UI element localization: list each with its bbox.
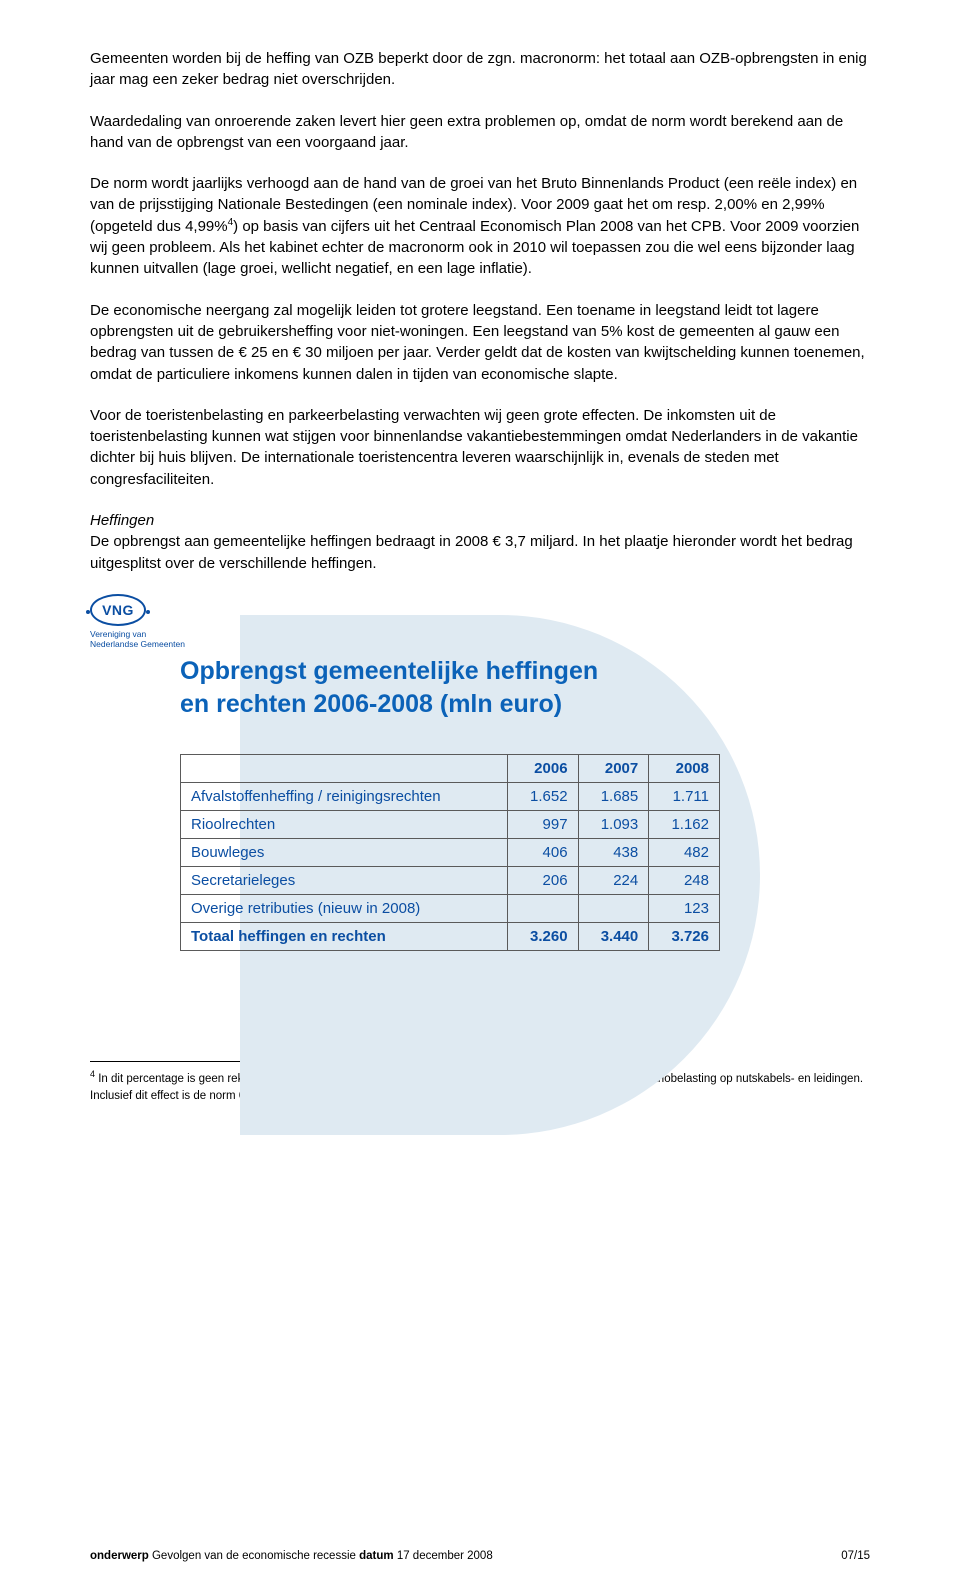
cell: 206 xyxy=(507,867,578,895)
footer-datum: 17 december 2008 xyxy=(397,1550,493,1562)
heffingen-heading: Heffingen xyxy=(90,512,154,529)
total-label: Totaal heffingen en rechten xyxy=(181,923,508,951)
row-label: Bouwleges xyxy=(181,839,508,867)
footer-page-number: 07/15 xyxy=(841,1550,870,1562)
row-label: Rioolrechten xyxy=(181,811,508,839)
paragraph-4: De economische neergang zal mogelijk lei… xyxy=(90,300,870,385)
vng-logo-text: VNG xyxy=(102,602,134,618)
cell: 1.093 xyxy=(578,811,649,839)
table-row: Overige retributies (nieuw in 2008) 123 xyxy=(181,895,720,923)
cell: 482 xyxy=(649,839,720,867)
row-label: Secretarieleges xyxy=(181,867,508,895)
heffingen-table: 2006 2007 2008 Afvalstoffenheffing / rei… xyxy=(180,754,720,951)
vng-logo-icon: VNG xyxy=(90,594,146,626)
table-row: Afvalstoffenheffing / reinigingsrechten … xyxy=(181,783,720,811)
cell: 1.711 xyxy=(649,783,720,811)
table-row: Bouwleges 406 438 482 xyxy=(181,839,720,867)
table-header-2008: 2008 xyxy=(649,755,720,783)
vng-sub-2: Nederlandse Gemeenten xyxy=(90,639,185,649)
chart-title-line1: Opbrengst gemeentelijke heffingen xyxy=(180,657,598,685)
total-cell: 3.726 xyxy=(649,923,720,951)
cell: 997 xyxy=(507,811,578,839)
chart-title: Opbrengst gemeentelijke heffingen en rec… xyxy=(180,655,870,720)
cell xyxy=(507,895,578,923)
cell: 1.652 xyxy=(507,783,578,811)
table-row: Secretarieleges 206 224 248 xyxy=(181,867,720,895)
page-footer: onderwerp Gevolgen van de economische re… xyxy=(90,1550,870,1562)
heffingen-section: Heffingen De opbrengst aan gemeentelijke… xyxy=(90,510,870,574)
table-header-2007: 2007 xyxy=(578,755,649,783)
cell: 123 xyxy=(649,895,720,923)
paragraph-2: Waardedaling van onroerende zaken levert… xyxy=(90,111,870,154)
heffingen-text: De opbrengst aan gemeentelijke heffingen… xyxy=(90,533,853,571)
footer-onderwerp-label: onderwerp xyxy=(90,1550,152,1562)
chart-area: Opbrengst gemeentelijke heffingen en rec… xyxy=(90,655,870,981)
footer-datum-label: datum xyxy=(359,1550,397,1562)
cell: 248 xyxy=(649,867,720,895)
row-label: Overige retributies (nieuw in 2008) xyxy=(181,895,508,923)
cell: 1.162 xyxy=(649,811,720,839)
paragraph-5: Voor de toeristenbelasting en parkeerbel… xyxy=(90,405,870,490)
cell: 438 xyxy=(578,839,649,867)
footer-left: onderwerp Gevolgen van de economische re… xyxy=(90,1550,493,1562)
table-header-row: 2006 2007 2008 xyxy=(181,755,720,783)
chart-title-line2: en rechten 2006-2008 (mln euro) xyxy=(180,690,562,718)
total-cell: 3.440 xyxy=(578,923,649,951)
cell: 1.685 xyxy=(578,783,649,811)
cell: 224 xyxy=(578,867,649,895)
paragraph-3: De norm wordt jaarlijks verhoogd aan de … xyxy=(90,173,870,279)
table-total-row: Totaal heffingen en rechten 3.260 3.440 … xyxy=(181,923,720,951)
vng-sub-1: Vereniging van xyxy=(90,629,146,639)
table-row: Rioolrechten 997 1.093 1.162 xyxy=(181,811,720,839)
total-cell: 3.260 xyxy=(507,923,578,951)
row-label: Afvalstoffenheffing / reinigingsrechten xyxy=(181,783,508,811)
vng-logo-subtitle: Vereniging van Nederlandse Gemeenten xyxy=(90,630,185,650)
table-header-2006: 2006 xyxy=(507,755,578,783)
cell xyxy=(578,895,649,923)
cell: 406 xyxy=(507,839,578,867)
table-header-empty xyxy=(181,755,508,783)
paragraph-1: Gemeenten worden bij de heffing van OZB … xyxy=(90,48,870,91)
footer-onderwerp: Gevolgen van de economische recessie xyxy=(152,1550,359,1562)
